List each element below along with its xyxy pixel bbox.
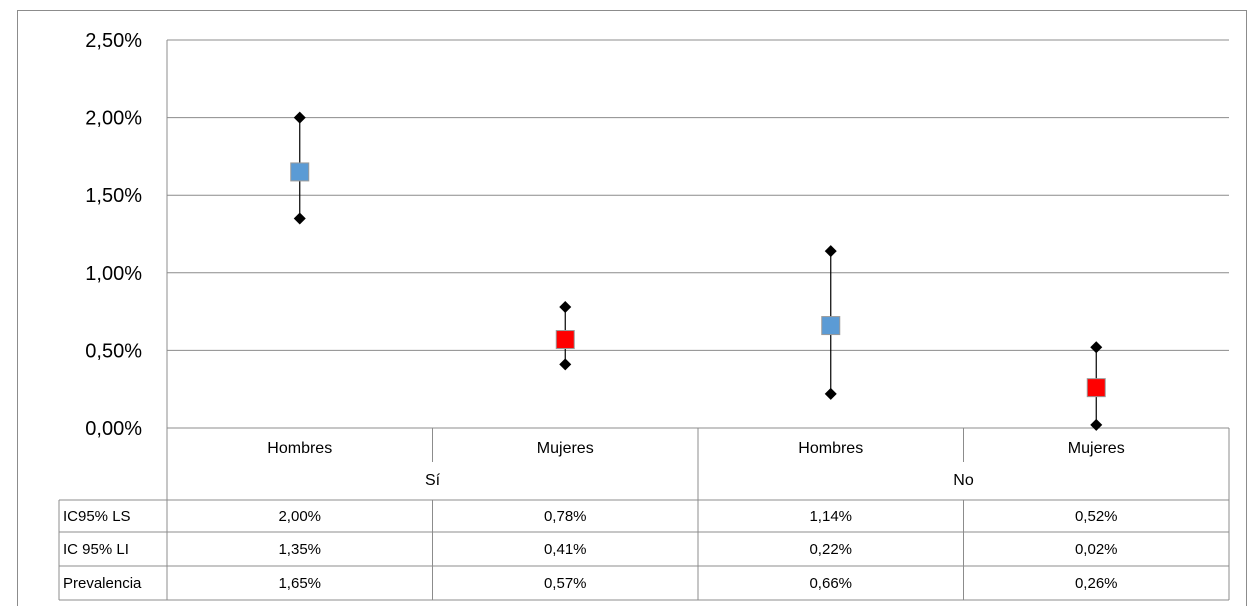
ci-lower-point	[559, 358, 572, 371]
table-cell: 2,00%	[278, 508, 321, 525]
y-tick-label: 0,50%	[85, 340, 142, 362]
table-row-header: Prevalencia	[63, 575, 142, 592]
prevalence-point	[290, 162, 310, 182]
ci-upper-point	[559, 300, 572, 313]
table-cell: 0,22%	[809, 541, 852, 558]
group-label: No	[953, 472, 974, 489]
ci-upper-point	[1090, 341, 1103, 354]
table-cell: 0,02%	[1075, 541, 1118, 558]
data-table: IC95% LS 2,00% 0,78% 1,14% 0,52% IC 95% LI 1,3…	[58, 499, 1230, 601]
y-axis-tick-labels: 0,00% 0,50% 1,00% 1,50% 2,00% 2,50%	[85, 30, 142, 440]
ci-upper-point	[293, 111, 306, 124]
y-tick-label: 0,00%	[85, 418, 142, 440]
table-cell: 0,66%	[809, 575, 852, 592]
category-label: Mujeres	[537, 440, 594, 457]
table-row-header: IC 95% LI	[63, 541, 129, 558]
ci-lower-point	[1090, 418, 1103, 431]
table-row-header: IC95% LS	[63, 508, 131, 525]
ci-lower-point	[824, 387, 837, 400]
ci-lower-point	[293, 212, 306, 225]
category-label: Hombres	[267, 440, 332, 457]
category-label: Hombres	[798, 440, 863, 457]
chart-frame	[17, 10, 1247, 606]
table-cell: 1,14%	[809, 508, 852, 525]
y-tick-label: 1,50%	[85, 185, 142, 207]
y-tick-label: 1,00%	[85, 263, 142, 285]
table-cell: 1,35%	[278, 541, 321, 558]
table-cell: 0,78%	[544, 508, 587, 525]
table-cell: 0,41%	[544, 541, 587, 558]
prevalence-point	[821, 316, 841, 336]
y-tick-label: 2,50%	[85, 30, 142, 52]
ci-upper-point	[824, 245, 837, 258]
y-tick-label: 2,00%	[85, 108, 142, 130]
axes	[166, 40, 1229, 429]
data-marks	[290, 111, 1106, 431]
prevalence-point	[1086, 378, 1106, 398]
table-cell: 0,57%	[544, 575, 587, 592]
prevalence-point	[555, 330, 575, 350]
table-cell: 1,65%	[278, 575, 321, 592]
category-label: Mujeres	[1068, 440, 1125, 457]
table-cell: 0,26%	[1075, 575, 1118, 592]
group-label: Sí	[425, 472, 441, 489]
table-cell: 0,52%	[1075, 508, 1118, 525]
gridlines	[167, 39, 1229, 351]
x-axis-category-labels: Hombres Mujeres Hombres Mujeres Sí No	[166, 428, 1230, 500]
